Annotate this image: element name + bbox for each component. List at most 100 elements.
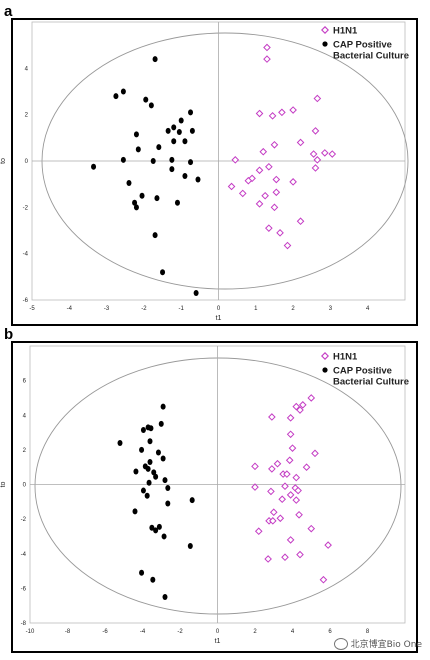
panel-b-x-tick-label: 2 — [253, 629, 257, 635]
panel-a-legend-h1n1-label: H1N1 — [333, 26, 358, 37]
panel-a-h1n1-point — [272, 175, 281, 184]
panel-a-x-tick-label: -2 — [141, 306, 147, 312]
panel-a-cap-point — [176, 129, 182, 136]
panel-b-cap-point — [161, 533, 167, 540]
panel-b-x-tick-label: -6 — [102, 629, 108, 635]
panel-b-h1n1-point — [269, 508, 278, 517]
panel-a-x-tick-label: 1 — [254, 306, 258, 312]
panel-a-h1n1-point — [272, 188, 281, 197]
panel-a-x-tick-label: -5 — [29, 306, 35, 312]
panel-b-cap-point — [133, 468, 139, 475]
panel-b-h1n1-point — [292, 496, 301, 504]
panel-b-y-tick-label: 2 — [23, 448, 27, 454]
panel-b-legend-cap-label: CAP Positive — [333, 366, 392, 377]
panel-b-y-tick-label: 4 — [23, 413, 27, 419]
panel-a-cap-point — [143, 96, 149, 103]
panel-b-h1n1-point — [286, 414, 295, 422]
panel-b-cap-point — [156, 523, 162, 530]
panel-a-h1n1-point — [283, 241, 292, 250]
panel-a-cap-point — [152, 56, 158, 63]
panel-b-confidence-ellipse — [34, 357, 402, 615]
panel-b-cap-point — [146, 479, 152, 486]
panel-b-h1n1-point — [276, 514, 285, 523]
panel-b-h1n1-point — [286, 430, 295, 439]
panel-a-cap-point — [174, 199, 180, 206]
panel-b-y-tick-label: -4 — [21, 552, 27, 558]
panel-a-x-tick-label: 2 — [291, 306, 295, 312]
panel-b-legend-h1n1-label: H1N1 — [333, 352, 358, 363]
panel-b-cap-point — [144, 492, 150, 499]
panel-a-h1n1-point — [255, 200, 264, 208]
panel-b-h1n1-point — [267, 487, 275, 496]
panel-b-y-tick-label: -6 — [21, 586, 27, 592]
panel-b-h1n1-point — [292, 402, 301, 411]
panel-a-cap-point — [135, 146, 141, 153]
panel-a-h1n1-point — [309, 150, 318, 158]
panel-a-y-tick-label: 0 — [25, 159, 29, 165]
panel-a-h1n1-point — [259, 147, 268, 156]
panel-a-h1n1-point — [263, 55, 271, 63]
panel-a-cap-point — [148, 102, 154, 109]
panel-a-h1n1-point — [265, 162, 273, 171]
panel-a-cap-point — [160, 269, 166, 276]
panel-b-x-axis-label: t1 — [215, 638, 221, 645]
panel-b-h1n1-point — [254, 527, 263, 536]
panel-b-cap-point — [145, 465, 151, 472]
panel-b-x-tick-label: -4 — [140, 629, 146, 635]
panel-a-label: a — [4, 3, 13, 20]
panel-a-h1n1-point — [244, 176, 253, 185]
panel-a-cap-point — [91, 163, 97, 170]
panel-b-cap-point — [139, 569, 145, 576]
panel-b-cap-point — [147, 438, 153, 445]
panel-a-y-tick-label: 4 — [25, 66, 29, 72]
panel-b-x-tick-label: 6 — [328, 629, 332, 635]
panel-b-cap-point — [149, 524, 155, 531]
panel-a-x-axis-label: t1 — [216, 315, 222, 322]
panel-b-cap-point — [160, 455, 166, 462]
panel-a-legend-cap-label: Bacterial Culture — [333, 51, 409, 62]
panel-a-y-tick-label: 2 — [25, 113, 29, 119]
panel-a-cap-point — [133, 131, 139, 138]
panel-b-h1n1-point — [251, 462, 259, 471]
panel-a-y-tick-label: -4 — [23, 252, 29, 258]
panel-b-legend-cap-label: Bacterial Culture — [333, 377, 409, 388]
panel-a-h1n1-point — [238, 189, 247, 198]
panel-b-cap-point — [117, 439, 123, 446]
panel-a-legend-cap-label: CAP Positive — [333, 40, 392, 51]
panel-a-h1n1-point — [255, 166, 264, 175]
panel-a-legend-h1n1-marker — [321, 26, 329, 34]
panel-a-cap-point — [150, 158, 156, 164]
panel-a-frame — [11, 18, 418, 326]
panel-a-cap-point — [169, 166, 175, 173]
panel-a-h1n1-point — [320, 149, 329, 157]
panel-b-h1n1-point — [268, 465, 276, 473]
panel-b-x-tick-label: -2 — [177, 629, 183, 635]
panel-b-label: b — [4, 326, 14, 343]
panel-b-h1n1-point — [307, 524, 316, 533]
panel-a-h1n1-point — [289, 106, 297, 114]
watermark-text: 北京博宜Bio One — [350, 640, 422, 650]
panel-b-h1n1-point — [294, 486, 302, 495]
panel-b-cap-point — [158, 420, 164, 427]
panel-b-x-tick-label: 0 — [216, 629, 220, 635]
panel-b-h1n1-point — [273, 459, 282, 468]
panel-b-x-tick-label: -10 — [26, 629, 35, 635]
panel-b-cap-point — [162, 594, 168, 601]
panel-a-cap-point — [126, 180, 132, 187]
panel-a-cap-point — [132, 199, 138, 206]
panel-a-h1n1-point — [270, 140, 279, 149]
panel-a-h1n1-point — [263, 43, 271, 52]
panel-a-x-tick-label: -4 — [67, 306, 73, 312]
panel-b-cap-point — [132, 508, 138, 515]
panel-b-cap-point — [139, 446, 145, 453]
panel-b-h1n1-point — [307, 394, 316, 402]
panel-a-h1n1-point — [227, 182, 236, 191]
panel-b-cap-point — [147, 458, 153, 465]
panel-a-y-axis-label: to — [0, 158, 7, 164]
panel-a-cap-point — [182, 173, 188, 180]
panel-b-cap-point — [160, 403, 166, 410]
panel-b-h1n1-point — [295, 510, 303, 519]
panel-a-cap-point — [189, 127, 195, 134]
panel-a-cap-point — [178, 117, 184, 124]
panel-a-cap-point — [139, 192, 145, 199]
